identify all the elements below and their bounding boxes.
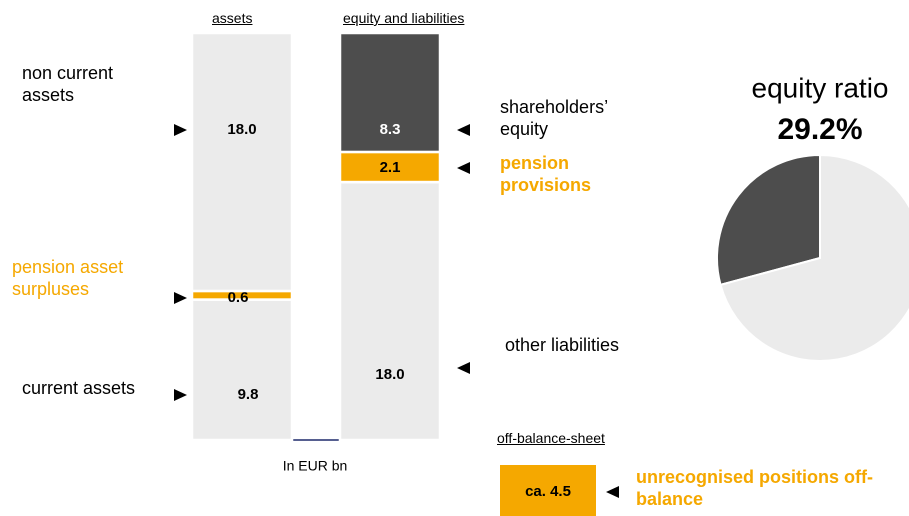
pie-title: equity ratio bbox=[752, 72, 889, 103]
series-label: pension asset surpluses bbox=[12, 257, 124, 299]
value-label: 9.8 bbox=[238, 386, 259, 403]
pointer-arrow bbox=[457, 124, 470, 136]
value-label: 18.0 bbox=[375, 366, 404, 383]
pointer-arrow bbox=[606, 486, 619, 498]
bar-segment bbox=[190, 31, 294, 293]
pointer-arrow bbox=[174, 389, 187, 401]
pointer-arrow bbox=[174, 124, 187, 136]
value-label: 18.0 bbox=[227, 121, 256, 138]
pie-slice bbox=[719, 153, 909, 362]
x-axis-label: In EUR bn bbox=[283, 458, 348, 474]
category-header: assets bbox=[212, 10, 253, 26]
off-balance-box bbox=[500, 465, 596, 516]
pie-slice bbox=[716, 153, 821, 287]
pie-value-label: 29.2% bbox=[777, 113, 862, 146]
off-balance-title: off-balance-sheet bbox=[497, 430, 605, 446]
pointer-arrow bbox=[174, 292, 187, 304]
off-balance-value: ca. 4.5 bbox=[525, 483, 571, 500]
series-label: current assets bbox=[22, 378, 136, 398]
value-label: 0.6 bbox=[228, 289, 249, 306]
bar-segment bbox=[338, 31, 442, 154]
series-label: pension provisions bbox=[500, 153, 592, 195]
series-label: shareholders’ equity bbox=[500, 97, 608, 139]
category-header: equity and liabilities bbox=[343, 10, 465, 26]
value-label: 2.1 bbox=[380, 159, 401, 176]
bar-segment bbox=[338, 150, 442, 184]
series-label: non current assets bbox=[22, 63, 114, 105]
pointer-arrow bbox=[457, 362, 470, 374]
value-label: 8.3 bbox=[380, 121, 401, 138]
bar-segment bbox=[190, 298, 294, 442]
series-label: other liabilities bbox=[505, 335, 620, 355]
pointer-arrow bbox=[457, 162, 470, 174]
off-balance-label: unrecognised positions off-balance bbox=[636, 467, 873, 509]
bar-segment bbox=[338, 180, 442, 442]
